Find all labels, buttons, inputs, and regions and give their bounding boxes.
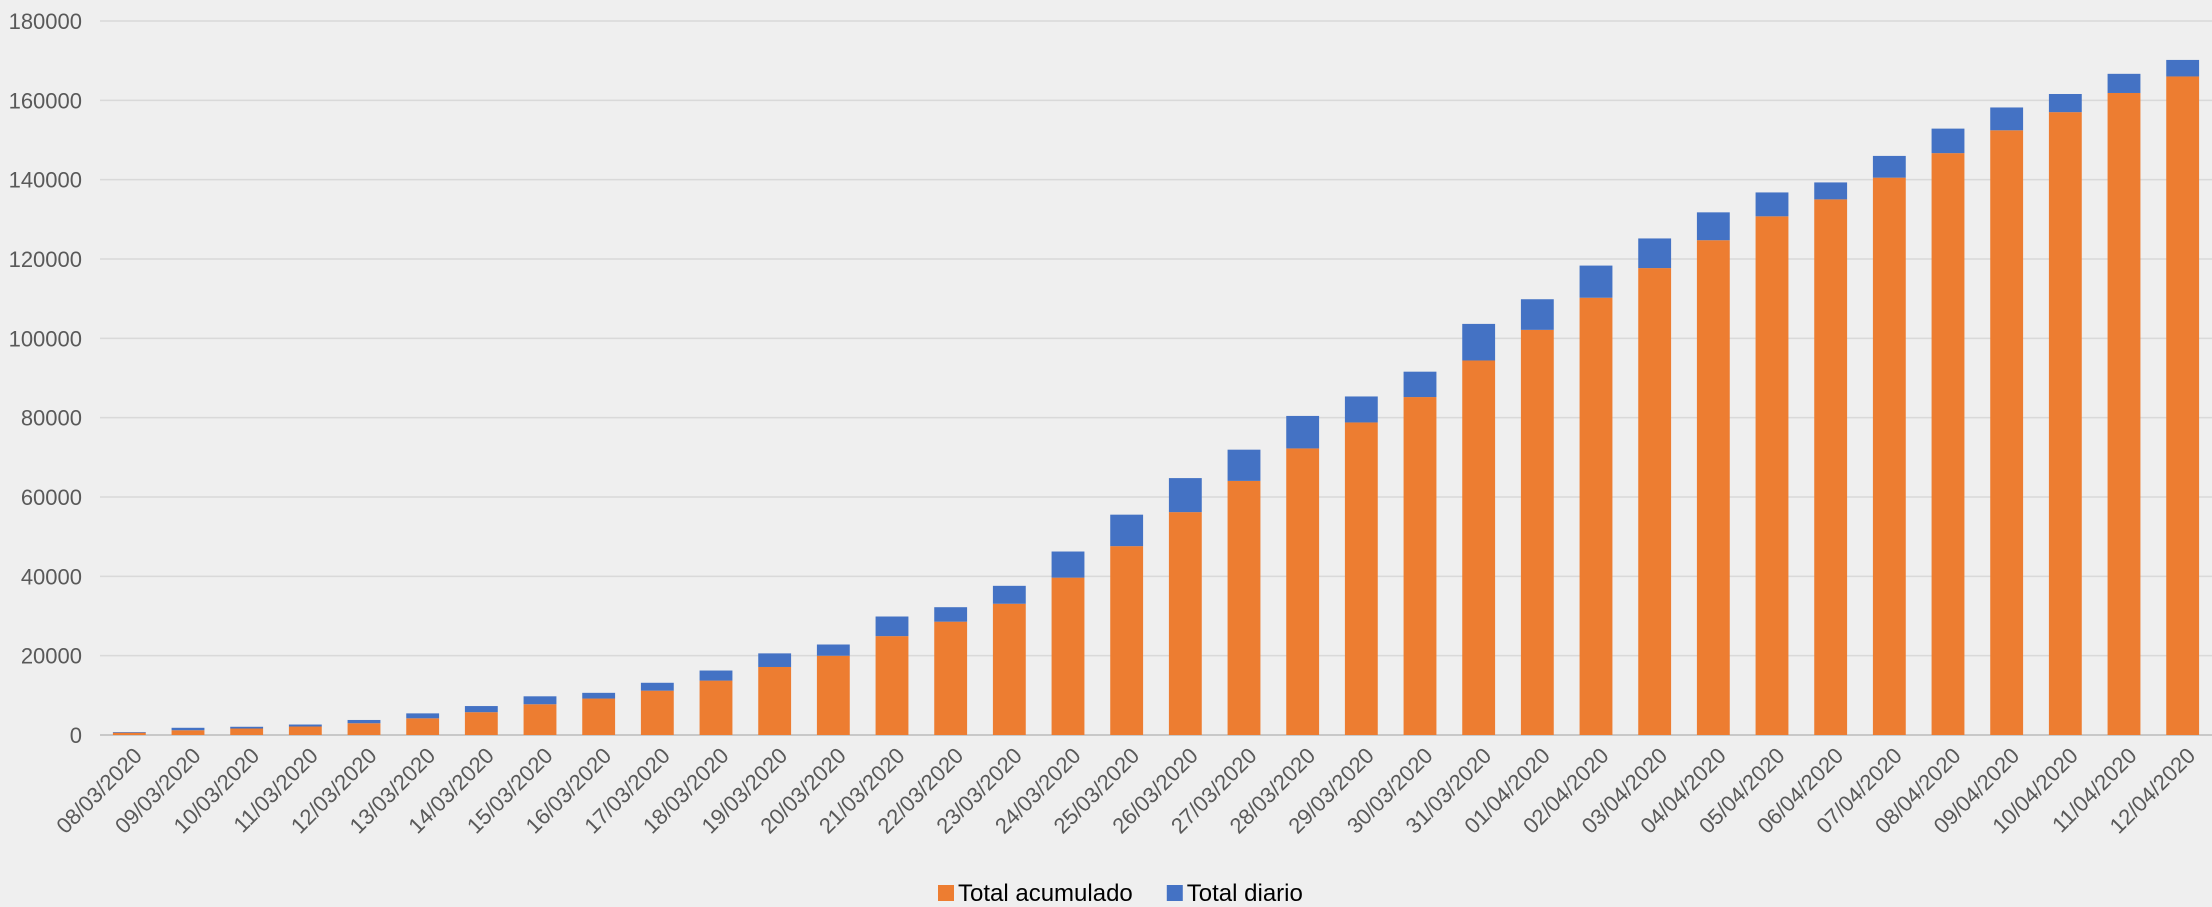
bar-segment [523, 704, 557, 735]
bar-segment [1990, 107, 2024, 131]
y-tick-label: 120000 [9, 247, 82, 272]
bar-segment [1755, 192, 1789, 217]
y-tick-label: 20000 [21, 644, 82, 669]
bar-segment [1168, 478, 1202, 513]
bar-segment [1520, 299, 1554, 330]
bar-segment [2166, 59, 2200, 77]
bar-segment [934, 607, 968, 622]
bar-segment [464, 712, 498, 735]
bar-segment [1755, 216, 1789, 735]
bar-segment [992, 585, 1026, 604]
bar-segment [288, 726, 322, 735]
y-tick-label: 100000 [9, 326, 82, 351]
bar-segment [1344, 396, 1378, 423]
bar-segment [1931, 153, 1965, 736]
bar-segment [1110, 514, 1144, 547]
bar-segment [2048, 112, 2082, 736]
y-tick-label: 140000 [9, 168, 82, 193]
bar-segment [1872, 155, 1906, 178]
bar-segment [758, 666, 792, 735]
legend-swatch [938, 885, 954, 901]
bar-segment [1462, 360, 1496, 735]
bar-segment [1403, 371, 1437, 398]
bar-segment [1814, 199, 1848, 736]
bar-segment [523, 696, 557, 705]
legend-swatch [1166, 885, 1183, 901]
bar-segment [1990, 130, 2024, 735]
bar-segment [816, 644, 850, 656]
bar-segment [640, 682, 674, 691]
bar-segment [2107, 92, 2141, 736]
bar-segment [1520, 329, 1554, 735]
bar-segment [875, 616, 909, 637]
bar-segment [1931, 128, 1965, 154]
y-tick-label: 60000 [21, 485, 82, 510]
bar-segment [1344, 422, 1378, 735]
bar-segment [2048, 93, 2082, 113]
bar-segment [230, 726, 264, 729]
bar-segment [230, 728, 264, 735]
bar-segment [1286, 448, 1320, 735]
bar-segment [1872, 177, 1906, 735]
bar-segment [1227, 480, 1261, 735]
bar-segment [1286, 415, 1320, 449]
bar-segment [1638, 268, 1672, 735]
bar-segment [992, 603, 1026, 735]
bar-segment [816, 655, 850, 735]
bar-segment [112, 732, 146, 735]
bar-segment [171, 730, 205, 735]
bar-segment [1814, 182, 1848, 200]
bar-segment [640, 690, 674, 735]
y-tick-label: 180000 [9, 9, 82, 34]
y-tick-label: 160000 [9, 88, 82, 113]
bar-segment [1638, 238, 1672, 269]
y-tick-label: 80000 [21, 406, 82, 431]
bar-segment [2166, 76, 2200, 736]
bar-segment [1696, 212, 1730, 241]
bar-segment [758, 653, 792, 667]
bar-segment [699, 670, 733, 681]
legend-label: Total diario [1187, 880, 1303, 907]
bar-segment [699, 680, 733, 735]
bar-segment [1579, 265, 1613, 298]
bar-segment [1579, 297, 1613, 735]
bar-segment [875, 636, 909, 735]
y-tick-label: 0 [70, 723, 82, 748]
bar-segment [582, 698, 616, 735]
bar-segment [406, 718, 440, 735]
bar-segment [406, 713, 440, 719]
bar-segment [288, 724, 322, 727]
bar-segment [171, 727, 205, 731]
bar-segment [1696, 240, 1730, 735]
bar-segment [934, 621, 968, 735]
bar-segment [582, 692, 616, 699]
bar-segment [112, 732, 146, 733]
bar-segment [347, 723, 381, 735]
bar-segment [464, 706, 498, 713]
bar-segment [1227, 449, 1261, 481]
bar-segment [2107, 73, 2141, 93]
legend: Total acumulado Total diario [938, 880, 1303, 907]
bar-segment [1462, 323, 1496, 361]
y-tick-label: 40000 [21, 564, 82, 589]
bar-segment [1403, 397, 1437, 735]
bar-segment [347, 719, 381, 724]
bar-segment [1168, 512, 1202, 735]
bar-segment [1110, 546, 1144, 735]
legend-label: Total acumulado [958, 880, 1133, 907]
bar-segment [1051, 577, 1085, 735]
bar-segment [1051, 551, 1085, 578]
